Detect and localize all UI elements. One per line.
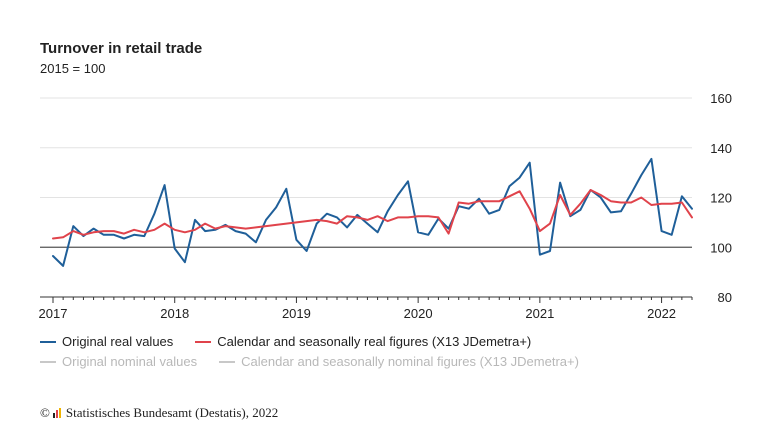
y-tick-label: 120 bbox=[710, 191, 732, 206]
legend-swatch-seasonal-real bbox=[195, 340, 212, 343]
x-tick-label: 2021 bbox=[525, 306, 554, 321]
copyright-symbol: © bbox=[40, 405, 50, 420]
legend-swatch-original-real bbox=[40, 340, 56, 343]
y-tick-label: 140 bbox=[710, 141, 732, 156]
chart-subtitle: 2015 = 100 bbox=[40, 61, 106, 76]
y-tick-label: 100 bbox=[710, 240, 732, 255]
legend-real: Original real values Calendar and season… bbox=[40, 334, 553, 349]
x-tick-label: 2020 bbox=[404, 306, 433, 321]
x-tick-label: 2022 bbox=[647, 306, 676, 321]
legend-nominal: Original nominal values Calendar and sea… bbox=[40, 354, 601, 369]
x-tick-label: 2018 bbox=[160, 306, 189, 321]
legend-item-original-real[interactable]: Original real values bbox=[40, 334, 173, 349]
line-chart: 80 100 120 140 160 2017 2018 2019 2020 2021 2022 bbox=[39, 91, 732, 321]
legend-label-original-nominal: Original nominal values bbox=[62, 354, 198, 369]
series-line-original-real bbox=[52, 157, 693, 267]
legend-label-original-real: Original real values bbox=[62, 334, 174, 349]
legend-swatch-seasonal-nominal bbox=[219, 360, 236, 363]
chart-title: Turnover in retail trade bbox=[40, 40, 203, 57]
legend-label-seasonal-real: Calendar and seasonally real figures (X1… bbox=[217, 334, 532, 349]
series-line-seasonal-real bbox=[52, 189, 693, 240]
legend-item-seasonal-real[interactable]: Calendar and seasonally real figures (X1… bbox=[195, 334, 531, 349]
legend-swatch-original-nominal bbox=[40, 360, 56, 363]
legend-item-original-nominal[interactable]: Original nominal values bbox=[40, 354, 197, 369]
destatis-logo-icon bbox=[52, 408, 62, 418]
source-footer: © Statistisches Bundesamt (Destatis), 20… bbox=[40, 405, 278, 421]
x-tick-label: 2019 bbox=[282, 306, 311, 321]
x-tick-label: 2017 bbox=[39, 306, 68, 321]
y-tick-label: 160 bbox=[710, 91, 732, 106]
legend-label-seasonal-nominal: Calendar and seasonally nominal figures … bbox=[241, 354, 579, 369]
legend-item-seasonal-nominal[interactable]: Calendar and seasonally nominal figures … bbox=[219, 354, 579, 369]
source-text: Statistisches Bundesamt (Destatis), 2022 bbox=[65, 405, 279, 420]
y-tick-label: 80 bbox=[718, 290, 732, 305]
